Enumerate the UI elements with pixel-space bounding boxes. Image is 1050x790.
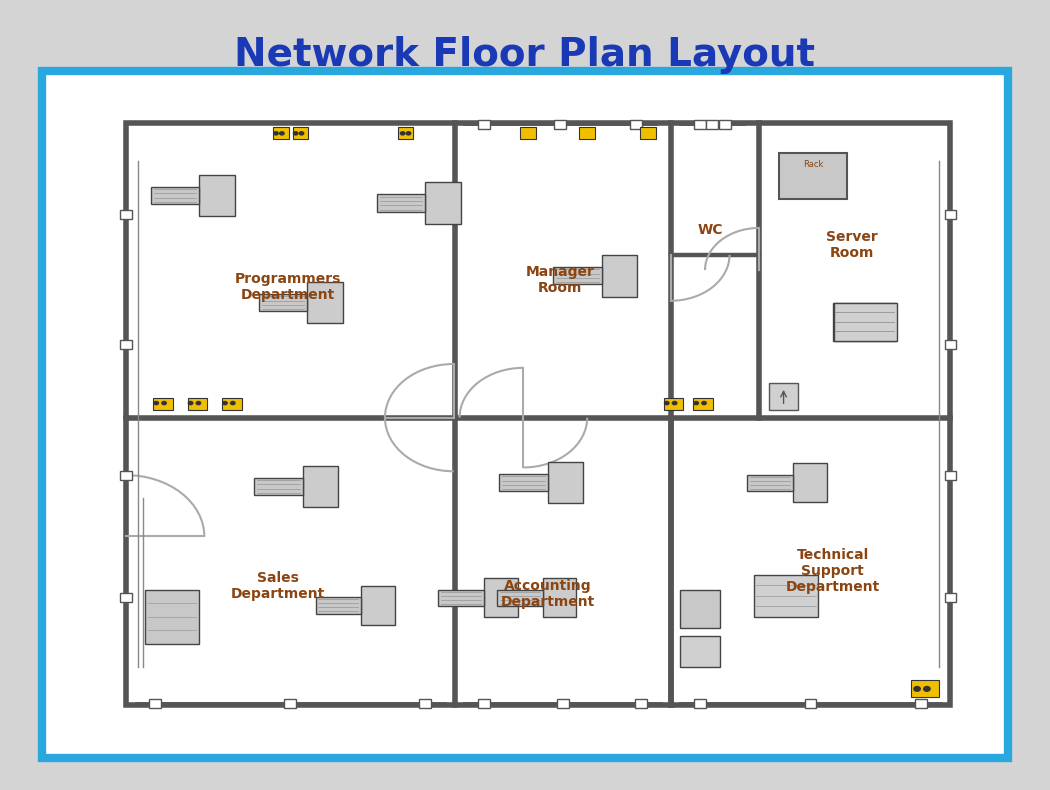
Text: Server
Room: Server Room bbox=[826, 230, 878, 261]
Text: Accounting
Department: Accounting Department bbox=[501, 579, 595, 609]
Bar bbox=[398, 127, 414, 140]
Bar bbox=[149, 699, 161, 708]
Bar bbox=[754, 575, 818, 617]
Circle shape bbox=[923, 686, 931, 692]
Circle shape bbox=[664, 401, 670, 405]
Bar bbox=[719, 119, 731, 129]
Bar bbox=[693, 397, 713, 410]
Bar bbox=[602, 255, 637, 296]
Circle shape bbox=[222, 401, 228, 405]
Bar bbox=[553, 267, 602, 284]
Bar bbox=[126, 122, 950, 705]
Bar bbox=[120, 593, 131, 602]
Circle shape bbox=[298, 131, 304, 136]
Circle shape bbox=[693, 401, 699, 405]
Bar bbox=[419, 699, 432, 708]
Bar bbox=[804, 699, 817, 708]
Circle shape bbox=[672, 401, 677, 405]
Bar bbox=[425, 182, 461, 224]
Circle shape bbox=[914, 686, 921, 692]
Bar bbox=[640, 127, 656, 140]
Circle shape bbox=[188, 401, 193, 405]
Bar bbox=[834, 303, 898, 341]
Bar bbox=[521, 127, 537, 140]
Circle shape bbox=[279, 131, 285, 136]
Bar bbox=[500, 474, 548, 491]
Bar bbox=[497, 589, 543, 606]
Bar bbox=[694, 119, 706, 129]
Bar bbox=[694, 699, 706, 708]
Text: Rack: Rack bbox=[803, 160, 823, 169]
Bar bbox=[308, 282, 342, 323]
Bar bbox=[478, 119, 490, 129]
Bar bbox=[680, 590, 719, 628]
Bar bbox=[548, 462, 584, 503]
Circle shape bbox=[293, 131, 298, 136]
Bar bbox=[222, 397, 242, 410]
Circle shape bbox=[273, 131, 279, 136]
Circle shape bbox=[153, 401, 160, 405]
Bar bbox=[120, 340, 131, 349]
Text: Technical
Support
Department: Technical Support Department bbox=[785, 547, 880, 594]
Bar bbox=[543, 578, 576, 617]
Bar bbox=[794, 463, 826, 502]
Bar bbox=[145, 590, 200, 644]
Bar bbox=[258, 294, 308, 311]
Bar bbox=[680, 636, 719, 667]
Circle shape bbox=[405, 131, 412, 136]
Bar bbox=[779, 153, 847, 199]
Bar bbox=[361, 586, 395, 625]
Circle shape bbox=[400, 131, 405, 136]
Bar bbox=[556, 699, 568, 708]
Text: Manager
Room: Manager Room bbox=[525, 265, 594, 295]
Bar bbox=[484, 578, 518, 617]
Bar bbox=[200, 175, 235, 216]
Bar bbox=[945, 340, 957, 349]
Text: Sales
Department: Sales Department bbox=[231, 571, 326, 601]
Bar bbox=[377, 194, 425, 212]
Bar bbox=[664, 397, 684, 410]
Bar bbox=[302, 466, 338, 507]
Bar bbox=[293, 127, 309, 140]
Bar bbox=[580, 127, 595, 140]
Bar bbox=[188, 397, 207, 410]
Bar bbox=[554, 119, 566, 129]
Circle shape bbox=[161, 401, 167, 405]
Bar bbox=[254, 478, 302, 495]
Circle shape bbox=[195, 401, 202, 405]
Bar bbox=[120, 471, 131, 480]
Bar bbox=[120, 210, 131, 219]
Bar bbox=[945, 593, 957, 602]
Bar bbox=[833, 303, 897, 341]
Bar bbox=[438, 589, 484, 606]
Text: Programmers
Department: Programmers Department bbox=[234, 273, 341, 303]
Bar bbox=[916, 699, 927, 708]
Bar bbox=[478, 699, 490, 708]
Circle shape bbox=[701, 401, 707, 405]
Bar bbox=[748, 475, 794, 491]
Text: Network Floor Plan Layout: Network Floor Plan Layout bbox=[234, 36, 816, 74]
Bar bbox=[911, 680, 939, 698]
Bar bbox=[315, 597, 361, 614]
Bar bbox=[945, 210, 957, 219]
Bar bbox=[707, 119, 718, 129]
Text: WC: WC bbox=[697, 223, 722, 237]
Circle shape bbox=[230, 401, 236, 405]
Bar bbox=[153, 397, 173, 410]
Bar bbox=[945, 471, 957, 480]
Bar bbox=[285, 699, 296, 708]
Bar bbox=[151, 186, 200, 204]
Bar bbox=[273, 127, 289, 140]
Bar bbox=[635, 699, 647, 708]
Bar bbox=[630, 119, 643, 129]
Bar bbox=[769, 383, 798, 410]
